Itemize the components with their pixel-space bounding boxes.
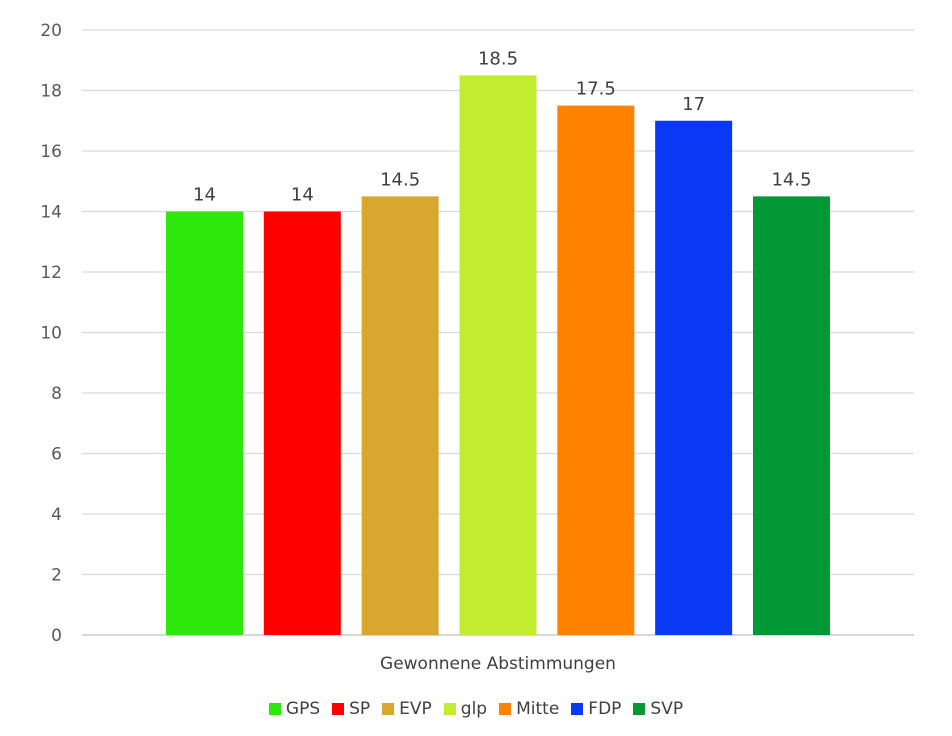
data-label-evp: 14.5	[380, 169, 420, 190]
bar-glp	[459, 75, 537, 635]
data-label-mitte: 17.5	[576, 79, 616, 100]
legend-label: SVP	[650, 699, 684, 719]
y-tick-label: 6	[51, 445, 62, 465]
data-label-svp: 14.5	[771, 169, 811, 190]
legend-swatch	[443, 703, 456, 715]
bar-svp	[752, 196, 830, 635]
y-tick-label: 18	[40, 82, 62, 102]
y-axis-ticks: 0 2 4 6 8 10 12 14 16 18 20	[40, 21, 62, 646]
y-tick-label: 10	[40, 324, 62, 344]
legend-label: GPS	[285, 699, 321, 719]
y-tick-label: 0	[51, 626, 62, 646]
legend-swatch	[382, 703, 395, 715]
x-axis-label: Gewonnene Abstimmungen	[380, 654, 616, 674]
legend-label: EVP	[399, 699, 432, 719]
y-tick-label: 16	[40, 142, 62, 162]
bar-fdp	[655, 120, 733, 635]
y-tick-label: 14	[40, 203, 62, 223]
data-labels: 14 14 14.5 18.5 17.5 17 14.5	[193, 48, 811, 205]
bar-chart: 0 2 4 6 8 10 12 14 16 18 20 14 14 14.5 18.5 17.5 17 14.5…	[40, 21, 914, 674]
data-label-fdp: 17	[682, 94, 705, 115]
legend-item-gps: GPS	[268, 699, 321, 719]
legend-label: Mitte	[516, 699, 560, 719]
legend-label: glp	[460, 699, 488, 719]
bars	[166, 75, 830, 635]
legend-item-fdp: FDP	[571, 699, 621, 719]
legend-swatch	[268, 703, 281, 715]
legend-item-evp: EVP	[382, 699, 432, 719]
legend-swatch	[332, 703, 345, 715]
data-label-sp: 14	[291, 185, 314, 206]
legend-label: SP	[349, 699, 371, 719]
y-tick-label: 20	[40, 21, 62, 41]
y-tick-label: 12	[40, 263, 62, 283]
bar-evp	[361, 196, 439, 635]
legend: GPS SP EVP glp Mitte FDP SVP	[0, 696, 952, 722]
bar-gps	[166, 211, 243, 635]
legend-item-sp: SP	[332, 699, 370, 719]
y-tick-label: 2	[51, 566, 62, 586]
legend-item-svp: SVP	[633, 699, 683, 719]
bar-sp	[263, 211, 341, 635]
legend-swatch	[571, 703, 584, 715]
legend-item-glp: glp	[443, 699, 488, 719]
legend-swatch	[499, 703, 512, 715]
y-tick-label: 4	[51, 505, 62, 525]
y-tick-label: 8	[51, 384, 62, 404]
legend-label: FDP	[588, 699, 622, 719]
data-label-gps: 14	[193, 185, 216, 206]
legend-swatch	[633, 703, 646, 715]
bar-mitte	[557, 105, 635, 635]
data-label-glp: 18.5	[478, 48, 518, 69]
legend-item-mitte: Mitte	[499, 699, 559, 719]
